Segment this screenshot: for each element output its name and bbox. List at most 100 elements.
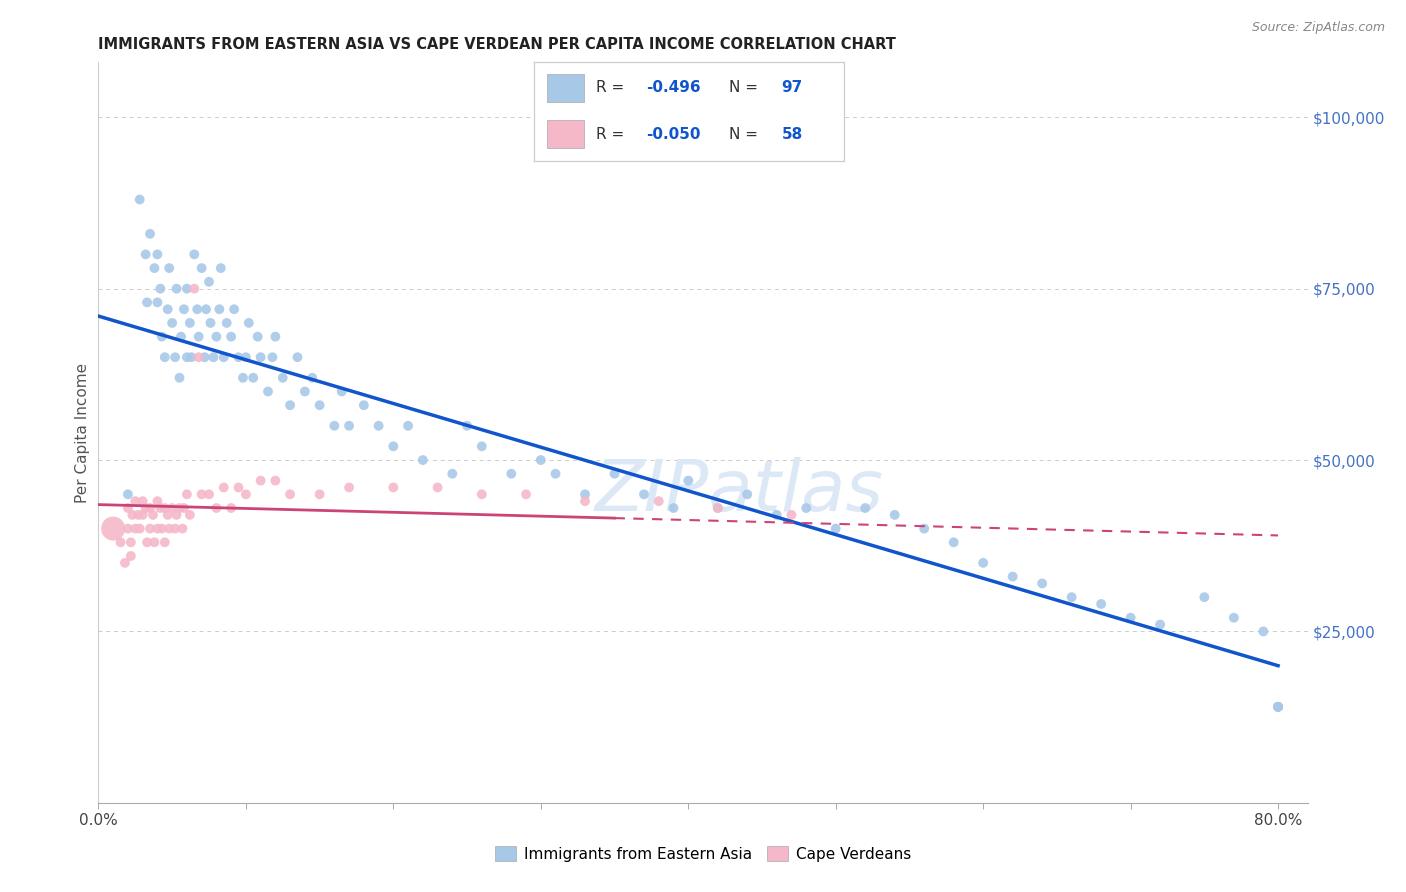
- Point: [1194, 590, 1216, 604]
- Point: [972, 556, 994, 570]
- Point: [471, 487, 494, 501]
- Point: [262, 350, 284, 364]
- Point: [142, 508, 165, 522]
- Point: [101, 522, 124, 536]
- Point: [183, 282, 205, 296]
- Point: [824, 522, 846, 536]
- Point: [222, 302, 245, 317]
- Point: [146, 522, 169, 536]
- Point: [232, 371, 254, 385]
- Point: [235, 350, 257, 364]
- FancyBboxPatch shape: [547, 74, 583, 102]
- Point: [121, 508, 143, 522]
- Point: [515, 487, 537, 501]
- Point: [246, 329, 269, 343]
- Point: [1223, 610, 1246, 624]
- Point: [780, 508, 803, 522]
- Point: [1031, 576, 1053, 591]
- Point: [238, 316, 260, 330]
- Point: [173, 302, 195, 317]
- Point: [143, 261, 166, 276]
- Point: [574, 494, 596, 508]
- Point: [187, 350, 209, 364]
- Point: [353, 398, 375, 412]
- Point: [1060, 590, 1083, 604]
- Point: [173, 501, 195, 516]
- Point: [143, 535, 166, 549]
- Point: [139, 522, 162, 536]
- Point: [308, 398, 330, 412]
- Point: [264, 474, 287, 488]
- Point: [153, 501, 176, 516]
- Point: [172, 522, 194, 536]
- Point: [706, 501, 728, 516]
- Point: [212, 480, 235, 494]
- Point: [205, 501, 228, 516]
- Point: [170, 329, 193, 343]
- Point: [242, 371, 264, 385]
- Point: [176, 282, 198, 296]
- Point: [633, 487, 655, 501]
- Point: [157, 261, 180, 276]
- Point: [117, 522, 139, 536]
- Point: [412, 453, 434, 467]
- Point: [912, 522, 935, 536]
- Point: [120, 535, 142, 549]
- Point: [678, 474, 700, 488]
- Point: [706, 501, 728, 516]
- Text: N =: N =: [730, 127, 758, 142]
- Point: [146, 295, 169, 310]
- Point: [120, 549, 142, 563]
- Point: [228, 480, 250, 494]
- Point: [337, 418, 360, 433]
- Point: [215, 316, 238, 330]
- Point: [249, 474, 271, 488]
- Point: [883, 508, 905, 522]
- Point: [124, 494, 146, 508]
- Point: [219, 329, 242, 343]
- Point: [166, 508, 188, 522]
- Point: [150, 329, 173, 343]
- Point: [198, 275, 221, 289]
- Point: [382, 439, 405, 453]
- Point: [501, 467, 523, 481]
- Point: [219, 501, 242, 516]
- Point: [153, 350, 176, 364]
- Text: N =: N =: [730, 80, 758, 95]
- Y-axis label: Per Capita Income: Per Capita Income: [75, 362, 90, 503]
- Point: [124, 522, 146, 536]
- Point: [149, 282, 172, 296]
- Point: [136, 295, 159, 310]
- Point: [176, 487, 198, 501]
- Point: [1267, 699, 1289, 714]
- Text: -0.496: -0.496: [645, 80, 700, 95]
- Point: [135, 247, 157, 261]
- Text: R =: R =: [596, 127, 624, 142]
- Point: [337, 480, 360, 494]
- Point: [128, 522, 150, 536]
- Point: [271, 371, 294, 385]
- Point: [735, 487, 758, 501]
- Point: [544, 467, 567, 481]
- Text: Source: ZipAtlas.com: Source: ZipAtlas.com: [1251, 21, 1385, 34]
- Point: [330, 384, 353, 399]
- Text: R =: R =: [596, 80, 624, 95]
- Point: [382, 480, 405, 494]
- Point: [235, 487, 257, 501]
- Point: [176, 350, 198, 364]
- Point: [146, 494, 169, 508]
- FancyBboxPatch shape: [547, 120, 583, 148]
- Point: [765, 508, 787, 522]
- Point: [180, 350, 202, 364]
- Point: [169, 371, 191, 385]
- Point: [287, 350, 309, 364]
- Point: [195, 302, 218, 317]
- Point: [131, 508, 153, 522]
- Point: [128, 193, 150, 207]
- Point: [308, 487, 330, 501]
- Point: [187, 329, 209, 343]
- Point: [165, 350, 187, 364]
- Point: [1267, 699, 1289, 714]
- Point: [294, 384, 316, 399]
- Point: [135, 501, 157, 516]
